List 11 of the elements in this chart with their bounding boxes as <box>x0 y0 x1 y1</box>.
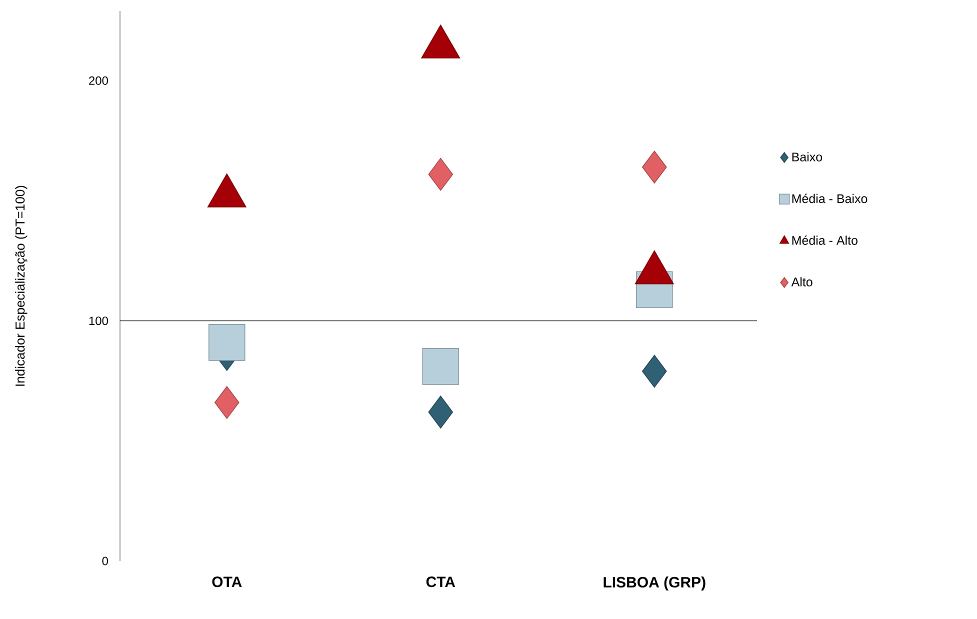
x-tick-label: OTA <box>212 576 242 588</box>
legend-label: Alto <box>791 277 812 286</box>
y-tick-label: 100 <box>89 316 108 326</box>
y-tick-label: 0 <box>102 556 108 566</box>
y-axis-title: Indicador Especialização (PT=100) <box>15 186 28 386</box>
legend-label: Média - Alto <box>792 236 858 245</box>
x-tick-label: LISBOA (GRP) <box>604 576 706 591</box>
x-tick-label: CTA <box>426 576 456 588</box>
legend-label: Média - Baixo <box>792 194 868 204</box>
y-tick-label: 200 <box>89 76 108 85</box>
legend-label: Baixo <box>792 152 822 162</box>
